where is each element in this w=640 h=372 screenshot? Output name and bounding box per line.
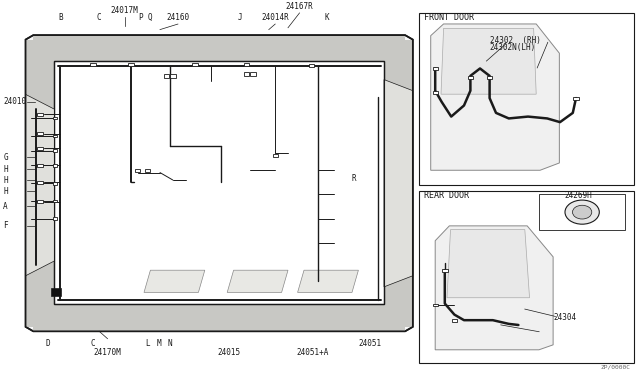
Bar xyxy=(38,113,44,116)
Text: 24051: 24051 xyxy=(358,339,381,349)
Text: 24302N(LH): 24302N(LH) xyxy=(490,43,536,52)
Bar xyxy=(170,74,175,77)
Bar xyxy=(52,218,58,220)
Text: 24167R: 24167R xyxy=(285,2,314,11)
Text: C: C xyxy=(90,339,95,349)
Text: M: M xyxy=(156,339,161,349)
Polygon shape xyxy=(298,270,358,292)
Bar xyxy=(38,132,44,135)
Bar xyxy=(244,73,250,76)
Bar xyxy=(52,200,58,202)
Bar xyxy=(244,63,250,67)
Bar xyxy=(452,319,457,322)
Text: 24010: 24010 xyxy=(3,97,26,106)
Text: L: L xyxy=(145,339,150,349)
Polygon shape xyxy=(26,39,54,327)
Bar xyxy=(192,63,198,67)
Polygon shape xyxy=(435,226,553,350)
Ellipse shape xyxy=(565,200,599,224)
Ellipse shape xyxy=(573,205,592,219)
Bar xyxy=(38,147,44,150)
Bar xyxy=(38,200,44,203)
Polygon shape xyxy=(431,24,559,170)
Polygon shape xyxy=(447,230,529,298)
Text: 24014R: 24014R xyxy=(261,13,289,22)
Text: 24170M: 24170M xyxy=(93,348,122,357)
Bar xyxy=(52,182,58,185)
Polygon shape xyxy=(26,35,413,331)
Text: D: D xyxy=(45,339,51,349)
Bar xyxy=(433,91,438,94)
Bar xyxy=(145,169,150,172)
Bar xyxy=(433,67,438,70)
Polygon shape xyxy=(144,270,205,292)
Bar xyxy=(52,135,58,137)
Bar xyxy=(250,73,256,76)
Text: FRONT DOOR: FRONT DOOR xyxy=(424,13,474,22)
Polygon shape xyxy=(384,39,413,327)
Text: 24051+A: 24051+A xyxy=(296,348,328,357)
Text: B: B xyxy=(58,13,63,22)
Bar xyxy=(52,117,58,119)
Text: 24302  (RH): 24302 (RH) xyxy=(490,36,540,45)
Bar xyxy=(442,269,448,272)
Text: N: N xyxy=(167,339,172,349)
Text: P: P xyxy=(138,13,143,22)
Text: K: K xyxy=(324,13,329,22)
Text: J: J xyxy=(237,13,243,22)
Bar xyxy=(433,304,438,307)
Bar xyxy=(52,164,58,167)
Bar xyxy=(54,61,384,304)
Text: Q: Q xyxy=(148,13,153,22)
Bar xyxy=(540,194,625,230)
Bar xyxy=(273,154,278,157)
Bar xyxy=(38,164,44,167)
Polygon shape xyxy=(33,35,405,63)
Bar xyxy=(308,64,314,67)
Text: 24015: 24015 xyxy=(218,348,241,357)
Bar xyxy=(573,97,579,100)
Text: 24160: 24160 xyxy=(166,13,189,22)
Polygon shape xyxy=(33,304,405,331)
Polygon shape xyxy=(26,94,54,276)
Polygon shape xyxy=(384,80,413,287)
Bar xyxy=(135,169,140,172)
Text: 24269H: 24269H xyxy=(564,190,592,199)
Text: 24017M: 24017M xyxy=(111,6,139,15)
Text: ZP/0000C: ZP/0000C xyxy=(600,364,630,369)
Text: R: R xyxy=(351,174,356,183)
Text: H: H xyxy=(3,165,8,174)
Bar xyxy=(128,63,134,67)
Text: H: H xyxy=(3,176,8,185)
Polygon shape xyxy=(441,28,536,94)
Bar xyxy=(51,288,61,296)
Text: H: H xyxy=(3,187,8,196)
Bar xyxy=(52,149,58,152)
Bar xyxy=(90,63,96,67)
Bar xyxy=(164,74,170,77)
Bar xyxy=(487,76,492,79)
Text: A: A xyxy=(3,202,8,211)
Text: REAR DOOR: REAR DOOR xyxy=(424,190,468,199)
Bar xyxy=(419,13,634,185)
Bar xyxy=(54,61,384,304)
Text: G: G xyxy=(3,153,8,162)
Text: 24304: 24304 xyxy=(554,313,577,322)
Bar xyxy=(38,181,44,184)
Bar xyxy=(468,76,473,79)
Bar xyxy=(419,190,634,363)
Polygon shape xyxy=(227,270,288,292)
Text: C: C xyxy=(97,13,102,22)
Text: F: F xyxy=(3,221,8,230)
